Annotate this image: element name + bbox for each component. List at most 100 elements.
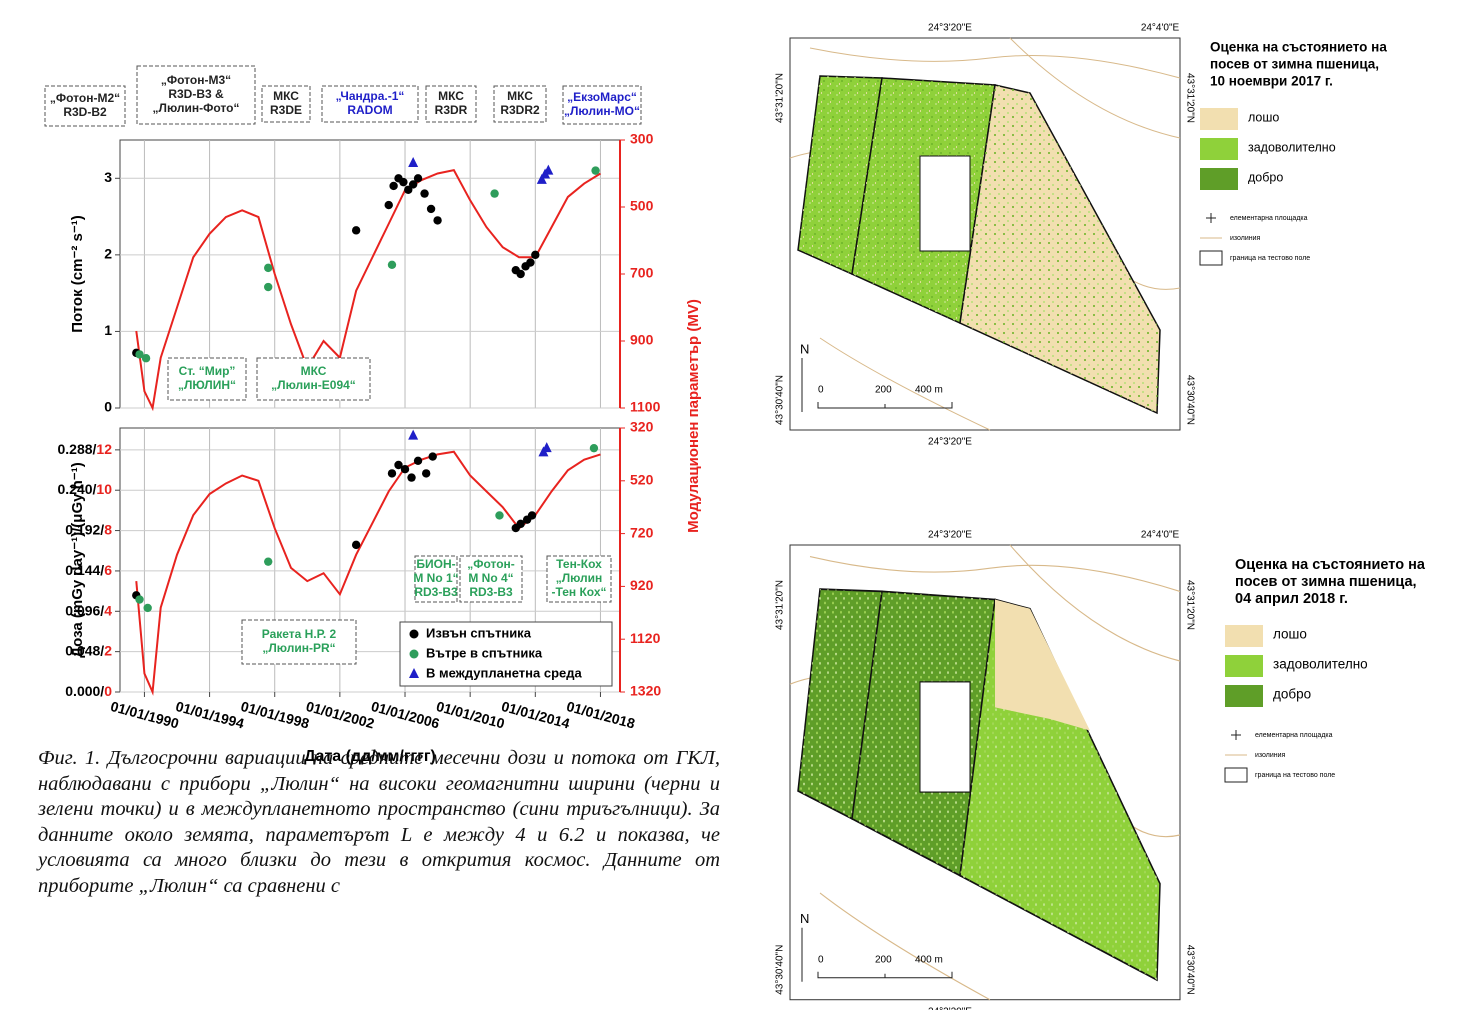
- scale-label: 200: [875, 385, 892, 396]
- legend-label: елементарна площадка: [1230, 215, 1308, 222]
- annotation-text: RD3-B3: [414, 585, 458, 599]
- y2-tick-label: 1100: [630, 399, 661, 415]
- field-hole: [920, 682, 970, 792]
- x-tick-label: 01/01/1998: [239, 698, 311, 732]
- legend-label: добро: [1248, 170, 1283, 184]
- annotation-text: М No 4“: [468, 571, 513, 585]
- x-tick-label: 01/01/1994: [174, 698, 246, 732]
- legend-label: изолиния: [1255, 752, 1286, 759]
- annotation-text: „Фотон-М2“: [50, 91, 120, 105]
- legend-swatch: [1200, 108, 1238, 130]
- scale-label: 400 m: [915, 385, 943, 396]
- data-point: [407, 473, 415, 481]
- data-point: [414, 457, 422, 465]
- legend-label: Вътре в спътника: [426, 645, 543, 660]
- map-coord: 43°30'40"N: [775, 375, 786, 425]
- scale-label: 200: [875, 954, 892, 965]
- legend-swatch: [1225, 625, 1263, 647]
- data-point: [528, 511, 536, 519]
- data-point: [433, 216, 441, 224]
- annotation-text: RADOM: [347, 103, 392, 117]
- annotation-text: „Люлин: [556, 571, 603, 585]
- data-point: [516, 270, 524, 278]
- y-axis-label: Доза (mGy day⁻¹)/(μGy h⁻¹): [69, 462, 86, 657]
- data-point: [526, 258, 534, 266]
- map-title: 10 ноември 2017 г.: [1210, 74, 1333, 89]
- data-point: [142, 354, 150, 362]
- north-arrow: N: [800, 911, 809, 926]
- field-hole: [920, 156, 970, 251]
- map-coord: 43°31'20"N: [1184, 580, 1195, 630]
- map-title: посев от зимна пшеница,: [1210, 57, 1379, 72]
- map-coord: 43°31'20"N: [1184, 73, 1195, 123]
- data-point: [427, 205, 435, 213]
- legend-swatch: [1200, 168, 1238, 190]
- data-point: [590, 444, 598, 452]
- map-coord: 43°31'20"N: [775, 580, 786, 630]
- annotation-text: R3DR: [435, 103, 468, 117]
- annotation-text: Ст. “Мир”: [179, 364, 236, 378]
- data-point: [264, 557, 272, 565]
- data-point: [143, 604, 151, 612]
- data-point: [264, 264, 272, 272]
- legend-marker: [410, 650, 419, 659]
- data-point: [385, 201, 393, 209]
- y2-tick-label: 320: [630, 419, 654, 435]
- y-tick-label: 1: [104, 322, 112, 338]
- legend-label: граница на тестово поле: [1230, 255, 1310, 262]
- map-title: посев от зимна пшеница,: [1235, 574, 1417, 590]
- map-coord: 43°30'40"N: [1184, 945, 1195, 995]
- figure-caption: Фиг. 1. Дългосрочни вариации на средните…: [38, 746, 720, 899]
- annotation-text: Тен-Кох: [556, 557, 602, 571]
- annotation-text: Ракета Н.Р. 2: [262, 627, 337, 641]
- map-coord: 43°31'20"N: [775, 73, 786, 123]
- legend-symbol: [1200, 251, 1222, 265]
- map-coord: 24°4'0"E: [1141, 23, 1180, 34]
- annotation-text: R3D-B2: [63, 105, 107, 119]
- annotation-text: R3DE: [270, 103, 302, 117]
- data-point: [388, 261, 396, 269]
- x-tick-label: 01/01/2006: [369, 698, 441, 732]
- y-tick-label: 0.000/0: [65, 683, 112, 699]
- annotation-text: „Люлин-Фото“: [153, 101, 240, 115]
- annotation-text: МКС: [438, 89, 464, 103]
- map-coord: 24°4'0"E: [1141, 530, 1180, 541]
- data-point: [401, 465, 409, 473]
- annotation-text: МКС: [273, 89, 299, 103]
- legend-label: елементарна площадка: [1255, 732, 1333, 739]
- legend-label: лошо: [1273, 627, 1307, 642]
- map-title: Оценка на състоянието на: [1235, 557, 1426, 573]
- y2-tick-label: 1120: [630, 630, 661, 646]
- legend-swatch: [1200, 138, 1238, 160]
- data-point: [389, 182, 397, 190]
- data-point: [388, 469, 396, 477]
- data-point: [490, 189, 498, 197]
- data-point: [420, 189, 428, 197]
- y2-axis-label: Модулационен параметър (MV): [685, 299, 702, 533]
- annotation-text: „Фотон-: [467, 557, 515, 571]
- data-point: [414, 174, 422, 182]
- annotation-text: RD3-B3: [469, 585, 513, 599]
- y2-tick-label: 900: [630, 332, 654, 348]
- map-coord: 24°3'20"E: [928, 437, 972, 448]
- data-point: [531, 251, 539, 259]
- legend-label: добро: [1273, 687, 1311, 702]
- map-coord: 24°3'20"E: [928, 530, 972, 541]
- y2-tick-label: 920: [630, 577, 654, 593]
- annotation-text: „ЕкзоМарс“: [567, 90, 637, 104]
- annotation-text: „Люлин-МО“: [564, 104, 640, 118]
- map-title: 04 април 2018 г.: [1235, 591, 1348, 607]
- legend-symbol: [1231, 730, 1241, 740]
- annotation-text: R3DR2: [500, 103, 540, 117]
- data-point: [135, 595, 143, 603]
- legend-swatch: [1225, 685, 1263, 707]
- annotation-text: БИОН-: [416, 557, 455, 571]
- annotation-text: МКС: [507, 89, 533, 103]
- scale-label: 400 m: [915, 954, 943, 965]
- legend-marker: [410, 630, 419, 639]
- map-coord: 43°30'40"N: [1184, 375, 1195, 425]
- map-coord: 24°3'20"E: [928, 23, 972, 34]
- annotation-text: „Люлин-Е094“: [271, 378, 356, 392]
- scale-label: 0: [818, 385, 824, 396]
- legend-symbol: [1206, 213, 1216, 223]
